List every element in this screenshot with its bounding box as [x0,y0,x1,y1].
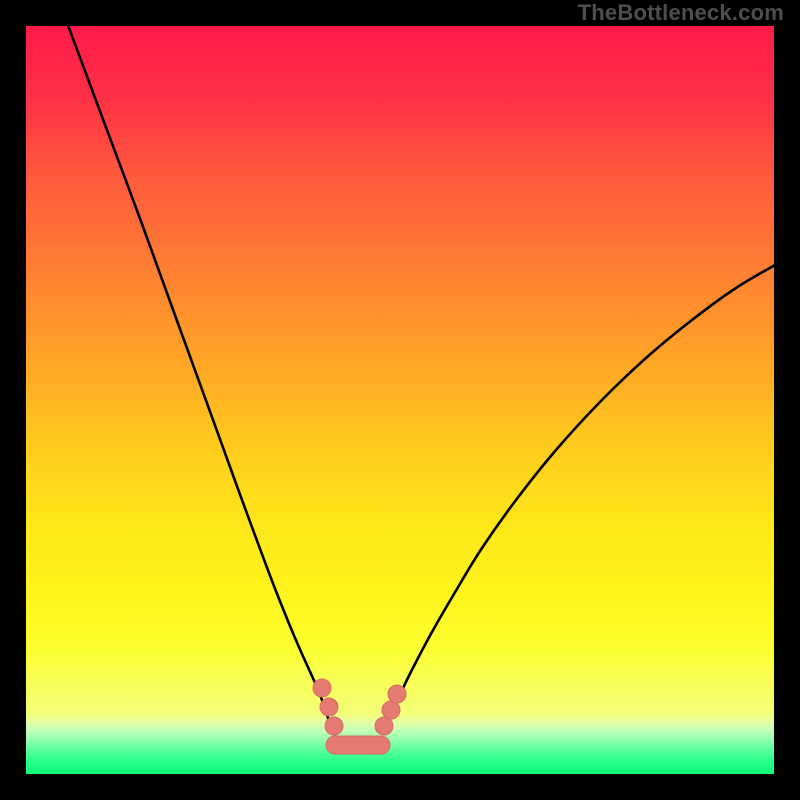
watermark-text: TheBottleneck.com [578,0,784,26]
valley-marker-dot [320,698,338,716]
curve-right [386,261,774,729]
valley-floor-blob [326,736,390,754]
valley-marker-dot [388,685,406,703]
valley-marker-dot [313,679,331,697]
chart-frame: TheBottleneck.com [0,0,800,800]
curve-left [66,26,332,729]
plot-area [26,26,774,774]
curves-layer [26,26,774,774]
valley-marker-dot [382,701,400,719]
valley-marker-dot [375,717,393,735]
valley-marker-dot [325,717,343,735]
